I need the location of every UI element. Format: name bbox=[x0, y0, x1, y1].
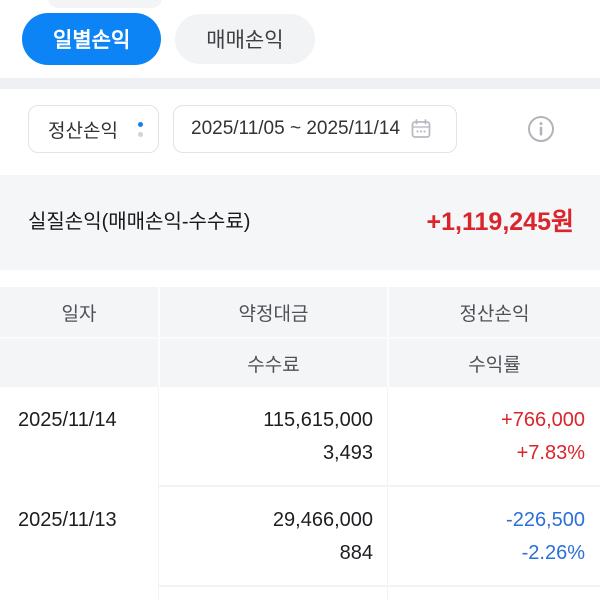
header-date: 일자 bbox=[61, 303, 97, 325]
row-fee: 3,493 bbox=[322, 442, 373, 464]
row-pl: -226,500 bbox=[506, 509, 585, 531]
profit-tabs: 일별손익 매매손익 bbox=[0, 0, 600, 65]
net-profit-summary: 실질손익(매매손익-수수료) +1,119,245원 bbox=[0, 175, 600, 270]
table-header: 일자 약정대금 정산손익 수수료 수익률 bbox=[0, 287, 600, 387]
row-pl-rate: -226,500 -2.26% bbox=[387, 487, 600, 587]
dot-toggle-icon bbox=[138, 121, 143, 137]
row-amount-fee: 115,615,000 3,493 bbox=[158, 387, 387, 487]
tab-daily-profit[interactable]: 일별손익 bbox=[22, 13, 162, 65]
tab-trade-profit[interactable]: 매매손익 bbox=[175, 14, 315, 64]
row-fee: 884 bbox=[339, 542, 373, 564]
calendar-icon bbox=[411, 119, 431, 138]
profit-type-label: 정산손익 bbox=[48, 120, 118, 142]
row-rate: +7.83% bbox=[516, 442, 585, 464]
date-range-picker[interactable]: 2025/11/05 ~ 2025/11/14 bbox=[173, 105, 457, 153]
row-pl-rate: +766,000 +7.83% bbox=[387, 387, 600, 487]
row-amount: 115,615,000 bbox=[263, 409, 373, 431]
info-icon bbox=[528, 116, 554, 142]
net-profit-value: +1,119,245원 bbox=[426, 207, 574, 236]
table-row-partial bbox=[0, 587, 600, 600]
header-rate: 수익률 bbox=[387, 337, 600, 387]
section-divider bbox=[0, 78, 600, 89]
info-button[interactable] bbox=[527, 115, 555, 143]
row-rate: -2.26% bbox=[521, 542, 585, 564]
row-amount: 29,466,000 bbox=[272, 509, 373, 531]
filter-bar: 정산손익 2025/11/05 ~ 2025/11/14 bbox=[0, 105, 600, 153]
table-row[interactable]: 2025/11/13 29,466,000 884 -226,500 -2.26… bbox=[0, 487, 600, 587]
header-empty bbox=[0, 337, 158, 387]
profit-type-selector[interactable]: 정산손익 bbox=[28, 105, 159, 153]
header-pl: 정산손익 bbox=[387, 287, 600, 337]
row-pl: +766,000 bbox=[501, 409, 585, 431]
table-row[interactable]: 2025/11/14 115,615,000 3,493 +766,000 +7… bbox=[0, 387, 600, 487]
header-fee: 수수료 bbox=[158, 337, 387, 387]
row-amount-fee: 29,466,000 884 bbox=[158, 487, 387, 587]
net-profit-label: 실질손익(매매손익-수수료) bbox=[28, 211, 251, 233]
header-amount: 약정대금 bbox=[158, 287, 387, 337]
row-date: 2025/11/13 bbox=[18, 509, 117, 531]
date-range-value: 2025/11/05 ~ 2025/11/14 bbox=[191, 118, 401, 139]
scrolled-element-peek bbox=[48, 0, 162, 8]
row-date: 2025/11/14 bbox=[18, 409, 117, 431]
